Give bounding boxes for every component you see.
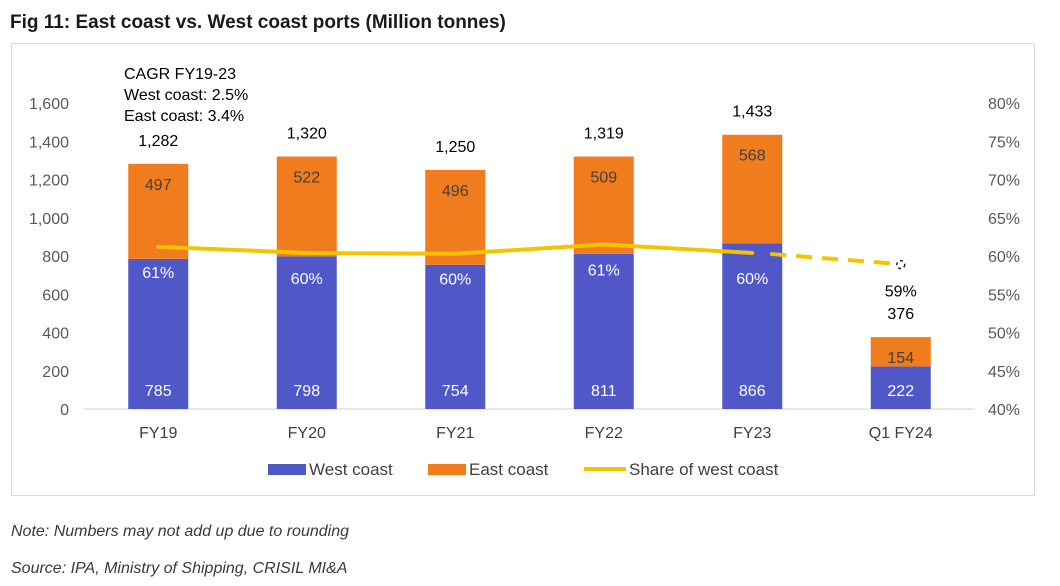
data-label-total: 376 bbox=[887, 306, 914, 323]
line-share-west-coast bbox=[156, 242, 755, 256]
bar-east-coast bbox=[128, 163, 189, 259]
x-axis-tick-label: FY23 bbox=[733, 425, 771, 442]
data-label-total: 1,433 bbox=[732, 104, 772, 121]
bar-east-coast bbox=[573, 156, 634, 254]
bar-west-coast bbox=[722, 243, 783, 409]
y2-axis-tick-label: 75% bbox=[988, 134, 1020, 151]
data-label-total: 1,319 bbox=[584, 126, 624, 143]
data-label-total: 1,282 bbox=[138, 133, 178, 150]
data-label-share: 59% bbox=[885, 284, 917, 301]
y-axis-tick-label: 1,600 bbox=[29, 96, 69, 113]
y2-axis-tick-label: 55% bbox=[988, 287, 1020, 304]
bar-east-coast bbox=[722, 134, 783, 244]
bar-east-coast bbox=[425, 169, 486, 265]
data-label-share: 61% bbox=[142, 265, 174, 282]
cagr-annotation-line: East coast: 3.4% bbox=[124, 108, 244, 125]
data-label-share: 61% bbox=[588, 263, 620, 280]
legend-label-west-coast: West coast bbox=[309, 460, 393, 479]
data-label-east-coast: 568 bbox=[739, 148, 766, 165]
y-axis-tick-label: 1,400 bbox=[29, 134, 69, 151]
chart-frame bbox=[11, 43, 1035, 496]
y2-axis-tick-label: 70% bbox=[988, 173, 1020, 190]
data-label-west-coast: 798 bbox=[293, 383, 320, 400]
bar-west-coast bbox=[870, 366, 931, 409]
y-axis-tick-label: 200 bbox=[42, 364, 69, 381]
bar-west-coast bbox=[425, 264, 486, 409]
y2-axis-tick-label: 40% bbox=[988, 402, 1020, 419]
y-axis-tick-label: 0 bbox=[60, 402, 69, 419]
y-axis-tick-label: 400 bbox=[42, 326, 69, 343]
cagr-annotation-line: West coast: 2.5% bbox=[124, 87, 248, 104]
bar-west-coast bbox=[128, 258, 189, 409]
y-axis-tick-label: 1,200 bbox=[29, 173, 69, 190]
marker-share-last bbox=[896, 259, 906, 270]
data-label-west-coast: 785 bbox=[145, 383, 172, 400]
data-label-share: 60% bbox=[291, 271, 323, 288]
data-label-east-coast: 497 bbox=[145, 177, 172, 194]
rounding-note: Note: Numbers may not add up due to roun… bbox=[11, 523, 349, 540]
data-label-share: 60% bbox=[439, 272, 471, 289]
data-label-east-coast: 509 bbox=[590, 170, 617, 187]
x-axis-tick-label: Q1 FY24 bbox=[869, 425, 933, 442]
x-axis-tick-label: FY19 bbox=[139, 425, 177, 442]
figure-title: Fig 11: East coast vs. West coast ports … bbox=[10, 12, 506, 33]
line-share-west-coast-dashed bbox=[770, 251, 895, 266]
bar-east-coast bbox=[276, 156, 337, 257]
source-note: Source: IPA, Ministry of Shipping, CRISI… bbox=[11, 560, 348, 577]
y2-axis-tick-label: 80% bbox=[988, 96, 1020, 113]
bar-west-coast bbox=[573, 253, 634, 409]
x-axis-tick-label: FY20 bbox=[288, 425, 326, 442]
data-label-west-coast: 754 bbox=[442, 383, 469, 400]
y-axis-tick-label: 800 bbox=[42, 249, 69, 266]
legend-label-share: Share of west coast bbox=[629, 460, 779, 479]
y2-axis-tick-label: 65% bbox=[988, 211, 1020, 228]
data-label-total: 1,250 bbox=[435, 139, 475, 156]
y2-axis-tick-label: 60% bbox=[988, 249, 1020, 266]
legend-label-east-coast: East coast bbox=[469, 460, 549, 479]
data-label-west-coast: 866 bbox=[739, 383, 766, 400]
y2-axis-tick-label: 45% bbox=[988, 364, 1020, 381]
data-label-total: 1,320 bbox=[287, 126, 327, 143]
x-axis-tick-label: FY21 bbox=[436, 425, 474, 442]
data-label-east-coast: 496 bbox=[442, 183, 469, 200]
data-label-west-coast: 222 bbox=[887, 383, 914, 400]
cagr-annotation-line: CAGR FY19-23 bbox=[124, 66, 236, 83]
bar-west-coast bbox=[276, 256, 337, 409]
data-label-east-coast: 522 bbox=[293, 170, 320, 187]
data-label-west-coast: 811 bbox=[591, 383, 617, 400]
data-label-east-coast: 154 bbox=[887, 350, 914, 367]
data-label-share: 60% bbox=[736, 271, 768, 288]
y-axis-tick-label: 1,000 bbox=[29, 211, 69, 228]
x-axis-tick-label: FY22 bbox=[585, 425, 623, 442]
y-axis-tick-label: 600 bbox=[42, 287, 69, 304]
y2-axis-tick-label: 50% bbox=[988, 326, 1020, 343]
legend-swatch-west-coast bbox=[268, 464, 306, 475]
bar-east-coast bbox=[870, 337, 931, 367]
legend-swatch-east-coast bbox=[428, 464, 466, 475]
